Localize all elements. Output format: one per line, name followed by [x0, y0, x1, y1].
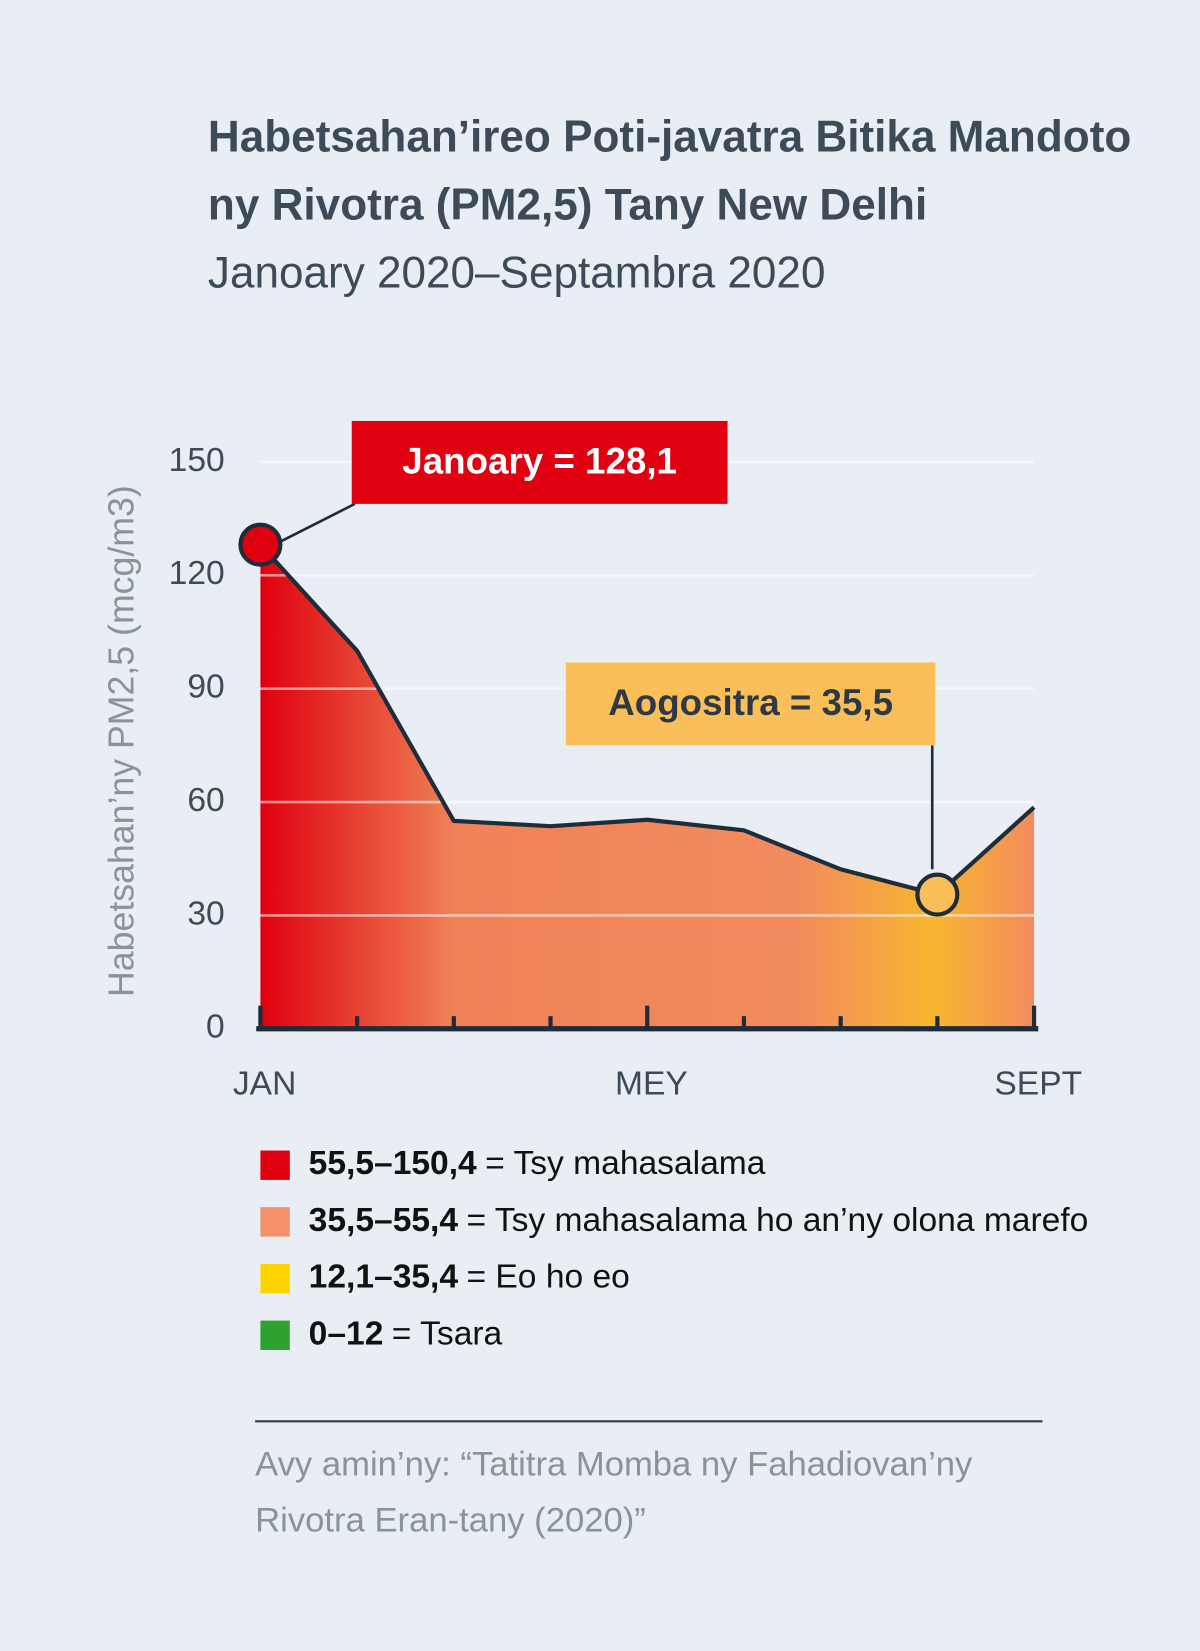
subtitle: Janoary 2020–Septambra 2020 [208, 249, 826, 298]
legend-swatch [260, 1207, 290, 1237]
line [258, 543, 1036, 897]
source: Rivotra Eran-tany (2020)” [255, 1501, 646, 1539]
legend-label: = Tsy mahasalama [485, 1145, 766, 1182]
legend-swatch [260, 1150, 290, 1180]
annotation-box [565, 662, 936, 746]
legend-label: = Tsara [392, 1315, 503, 1352]
highlight-point [915, 872, 960, 917]
x-tick-label: JAN [233, 1065, 296, 1102]
legend-range: 12,1–35,4 [309, 1258, 459, 1295]
y-axis-label: Habetsahan’ny PM2,5 (mcg/m3) [101, 485, 141, 997]
title-line: ny Rivotra (PM2,5) Tany New Delhi [208, 180, 927, 229]
legend-text: 35,5–55,4 = Tsy mahasalama ho an’ny olona… [309, 1202, 1089, 1239]
legend-range: 55,5–150,4 [309, 1145, 477, 1182]
annotation-box [351, 420, 728, 504]
highlight-point [238, 522, 283, 567]
annotation-text: Aogositra = 35,5 [608, 682, 893, 723]
legend-range: 35,5–55,4 [309, 1202, 459, 1239]
legend-swatch [260, 1320, 290, 1350]
title-line: Habetsahan’ireo Poti-javatra Bitika Mand… [208, 112, 1131, 161]
y-tick-label: 120 [169, 555, 225, 592]
source: Avy amin’ny: “Tatitra Momba ny Fahadiova… [255, 1446, 973, 1484]
x-tick-label: MEY [615, 1065, 688, 1102]
y-tick-label: 30 [187, 895, 224, 932]
legend-swatch [260, 1263, 290, 1294]
area [260, 544, 1035, 1029]
legend-text: 0–12 = Tsara [309, 1315, 503, 1352]
annotation-leader [277, 502, 356, 544]
legend-label: = Tsy mahasalama ho an’ny olona marefo [466, 1202, 1088, 1239]
y-tick-label: 90 [187, 669, 224, 706]
legend-label: = Eo ho eo [466, 1258, 629, 1295]
y-tick-label: 150 [169, 442, 225, 479]
legend-text: 12,1–35,4 = Eo ho eo [309, 1258, 630, 1295]
legend-text: 55,5–150,4 = Tsy mahasalama [309, 1145, 766, 1182]
annotation-text: Janoary = 128,1 [402, 441, 677, 482]
y-tick-label: 60 [187, 782, 224, 819]
legend-range: 0–12 [309, 1315, 384, 1352]
y-tick-label: 0 [206, 1009, 225, 1046]
x-tick-label: SEPT [994, 1065, 1082, 1102]
